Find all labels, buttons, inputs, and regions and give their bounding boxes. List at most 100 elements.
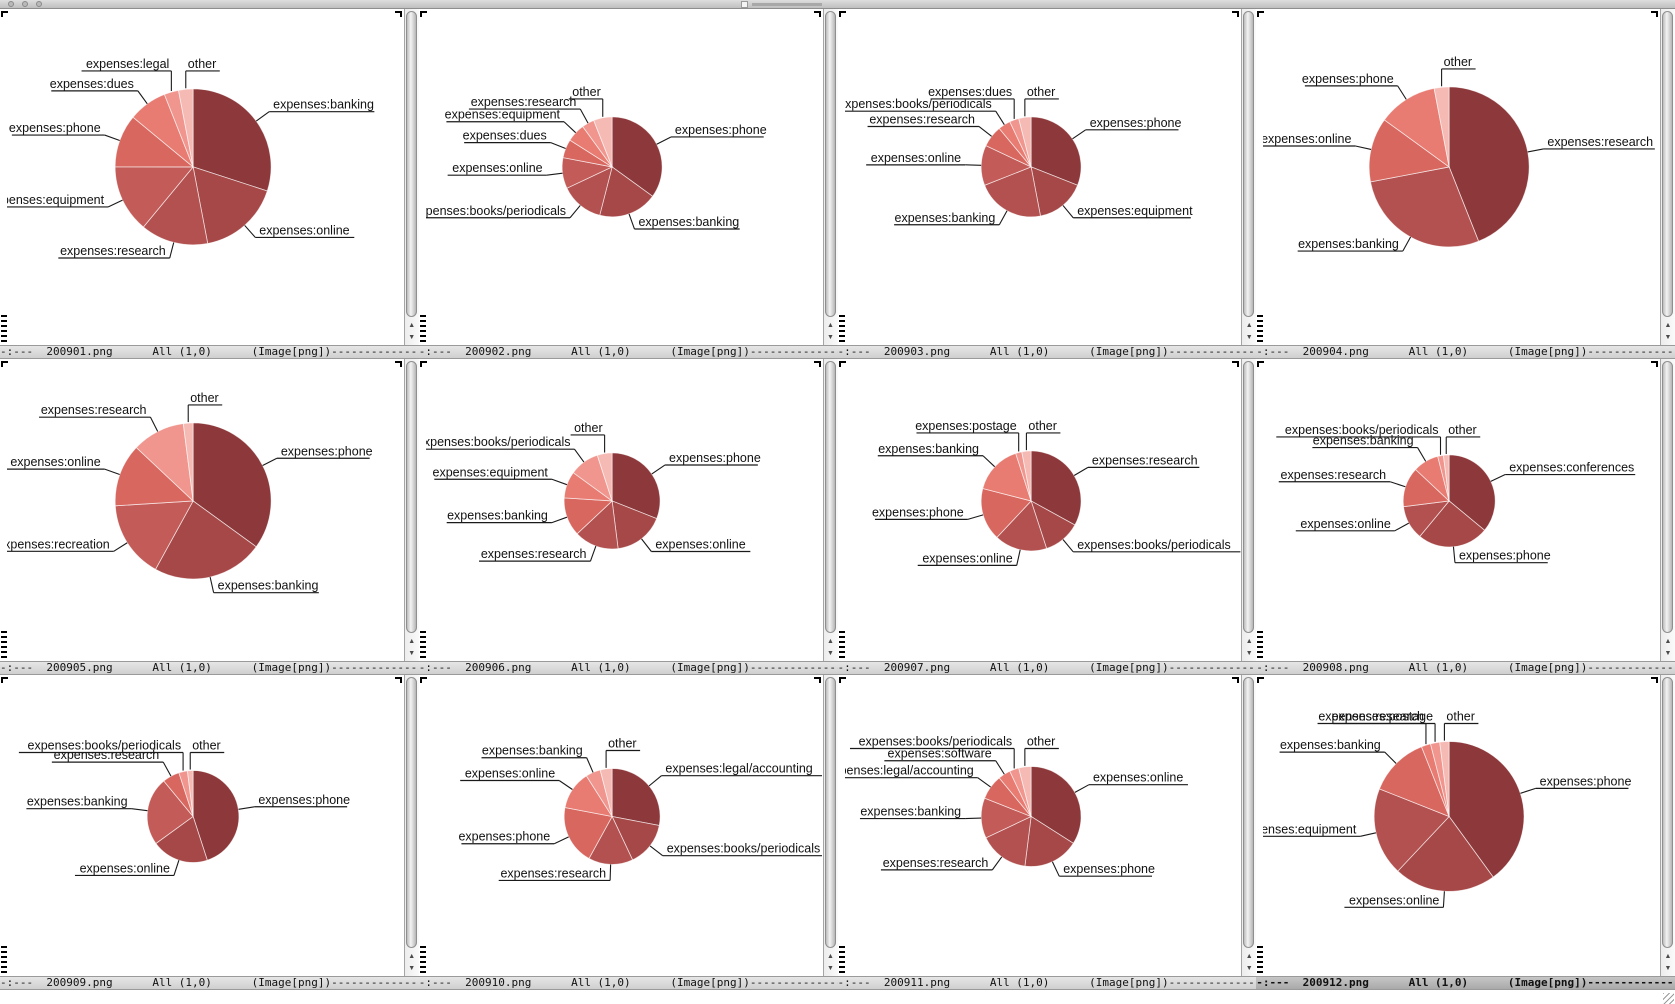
- scrollbar-thumb[interactable]: [1662, 677, 1673, 948]
- scrollbar-thumb[interactable]: [1243, 361, 1255, 633]
- pie-chart-image[interactable]: expenses:phone expenses:online expenses:eq…: [1263, 675, 1659, 976]
- scroll-down-button[interactable]: ▼: [1664, 965, 1672, 972]
- scroll-up-button[interactable]: ▲: [827, 322, 834, 329]
- vertical-scrollbar[interactable]: ▲ ▼: [1241, 9, 1257, 345]
- vertical-scrollbar[interactable]: ▲ ▼: [1241, 675, 1257, 976]
- modeline-200904.png[interactable]: -:--- 200904.png All (1,0) (Image[png])-…: [1256, 345, 1675, 359]
- scroll-down-button[interactable]: ▼: [1664, 334, 1672, 341]
- vertical-scrollbar[interactable]: ▲ ▼: [822, 359, 838, 661]
- image-window-200911.png[interactable]: expenses:online expenses:phone expenses:re…: [837, 675, 1257, 976]
- vertical-scrollbar[interactable]: ▲ ▼: [1241, 359, 1257, 661]
- scroll-down-button[interactable]: ▼: [1245, 650, 1253, 657]
- scrollbar-thumb[interactable]: [1662, 11, 1673, 317]
- pie-chart-image[interactable]: expenses:phone expenses:online expenses:re…: [425, 359, 822, 661]
- vertical-scrollbar[interactable]: ▲ ▼: [1660, 675, 1675, 976]
- slice-label: expenses:books/periodicals: [858, 734, 1012, 748]
- scroll-down-button[interactable]: ▼: [408, 650, 416, 657]
- image-window-200906.png[interactable]: expenses:phone expenses:online expenses:re…: [418, 359, 838, 661]
- scroll-down-button[interactable]: ▼: [408, 965, 416, 972]
- minimize-button[interactable]: [22, 1, 28, 7]
- scroll-up-button[interactable]: ▲: [827, 953, 834, 960]
- scrollbar-thumb[interactable]: [405, 361, 417, 633]
- pie-chart-image[interactable]: expenses:research expenses:books/periodic…: [845, 359, 1241, 661]
- scrollbar-thumb[interactable]: [824, 677, 836, 948]
- pie-chart-image[interactable]: expenses:phone expenses:equipment expenses…: [844, 9, 1241, 345]
- image-window-200902.png[interactable]: expenses:phone expenses:banking expenses:b…: [418, 9, 838, 345]
- image-window-200907.png[interactable]: expenses:research expenses:books/periodic…: [837, 359, 1257, 661]
- scrollbar-thumb[interactable]: [1243, 11, 1255, 317]
- pie-chart-image[interactable]: expenses:phone expenses:online expenses:ba…: [7, 675, 403, 976]
- vertical-scrollbar[interactable]: ▲ ▼: [822, 675, 838, 976]
- vertical-scrollbar[interactable]: ▲ ▼: [1660, 359, 1675, 661]
- image-window-200905.png[interactable]: expenses:phone expenses:banking expenses:r…: [0, 359, 419, 661]
- modeline-200910.png[interactable]: -:--- 200910.png All (1,0) (Image[png])-…: [418, 976, 838, 990]
- image-window-200901.png[interactable]: expenses:banking expenses:online expenses:…: [0, 9, 419, 345]
- pie-slice: [598, 166, 653, 218]
- scrollbar-thumb[interactable]: [1662, 361, 1673, 633]
- modeline-200905.png[interactable]: -:--- 200905.png All (1,0) (Image[png])-…: [0, 661, 419, 675]
- vertical-scrollbar[interactable]: ▲ ▼: [403, 675, 419, 976]
- modeline-200902.png[interactable]: -:--- 200902.png All (1,0) (Image[png])-…: [418, 345, 838, 359]
- scroll-down-button[interactable]: ▼: [1245, 965, 1253, 972]
- resize-grip-icon[interactable]: [1663, 993, 1674, 1004]
- scrollbar-thumb[interactable]: [405, 11, 417, 317]
- scroll-down-button[interactable]: ▼: [827, 334, 834, 341]
- scroll-up-button[interactable]: ▲: [1245, 322, 1253, 329]
- modeline-200912.png[interactable]: -:--- 200912.png All (1,0) (Image[png])-…: [1256, 976, 1675, 990]
- label-leader-line: [104, 468, 120, 476]
- scroll-up-button[interactable]: ▲: [408, 322, 416, 329]
- pie-chart-image[interactable]: expenses:legal/accounting expenses:books/…: [426, 675, 822, 976]
- pie-chart-image[interactable]: expenses:conferences expenses:phone expens…: [1263, 359, 1659, 661]
- pie-chart-image[interactable]: expenses:online expenses:phone expenses:re…: [844, 675, 1241, 976]
- scroll-up-button[interactable]: ▲: [1245, 953, 1253, 960]
- image-window-200912.png[interactable]: expenses:phone expenses:online expenses:eq…: [1256, 675, 1675, 976]
- image-window-200910.png[interactable]: expenses:legal/accounting expenses:books/…: [418, 675, 838, 976]
- scroll-down-button[interactable]: ▼: [408, 334, 416, 341]
- image-window-200909.png[interactable]: expenses:phone expenses:online expenses:ba…: [0, 675, 419, 976]
- scroll-up-button[interactable]: ▲: [408, 638, 416, 645]
- minibuffer[interactable]: Type C-c C-c to view as text.: [0, 990, 1675, 1004]
- pie-chart-image[interactable]: expenses:banking expenses:online expenses:…: [7, 9, 403, 345]
- slice-label: expenses:recreation: [7, 537, 110, 551]
- scroll-up-button[interactable]: ▲: [827, 638, 834, 645]
- modeline-200907.png[interactable]: -:--- 200907.png All (1,0) (Image[png])-…: [837, 661, 1257, 675]
- scroll-down-button[interactable]: ▼: [1664, 650, 1672, 657]
- zoom-button[interactable]: [36, 1, 42, 7]
- modeline-200911.png[interactable]: -:--- 200911.png All (1,0) (Image[png])-…: [837, 976, 1257, 990]
- scroll-up-button[interactable]: ▲: [1245, 638, 1253, 645]
- slice-label: other: [574, 421, 603, 435]
- image-window-200903.png[interactable]: expenses:phone expenses:equipment expenses…: [837, 9, 1257, 345]
- image-window-200908.png[interactable]: expenses:conferences expenses:phone expens…: [1256, 359, 1675, 661]
- modeline-200908.png[interactable]: -:--- 200908.png All (1,0) (Image[png])-…: [1256, 661, 1675, 675]
- scroll-down-button[interactable]: ▼: [827, 650, 834, 657]
- scroll-up-button[interactable]: ▲: [1664, 322, 1672, 329]
- pie-slice: [611, 500, 657, 550]
- scroll-down-button[interactable]: ▼: [827, 965, 834, 972]
- scroll-up-button[interactable]: ▲: [1664, 638, 1672, 645]
- image-window-200904.png[interactable]: expenses:research expenses:banking expense…: [1256, 9, 1675, 345]
- scroll-down-button[interactable]: ▼: [1245, 334, 1253, 341]
- scrollbar-thumb[interactable]: [824, 11, 836, 317]
- label-leader-line: [589, 545, 597, 562]
- pie-chart-image[interactable]: expenses:phone expenses:banking expenses:b…: [425, 9, 822, 345]
- close-button[interactable]: [8, 1, 14, 7]
- label-leader-line: [1062, 205, 1074, 219]
- vertical-scrollbar[interactable]: ▲ ▼: [822, 9, 838, 345]
- modeline-200906.png[interactable]: -:--- 200906.png All (1,0) (Image[png])-…: [418, 661, 838, 675]
- slice-label: expenses:books/periodicals: [1077, 538, 1231, 552]
- scrollbar-thumb[interactable]: [824, 361, 836, 633]
- scroll-up-button[interactable]: ▲: [1664, 953, 1672, 960]
- slice-label: other: [1447, 709, 1476, 723]
- modeline-200909.png[interactable]: -:--- 200909.png All (1,0) (Image[png])-…: [0, 976, 419, 990]
- scrollbar-thumb[interactable]: [1243, 677, 1255, 948]
- vertical-scrollbar[interactable]: ▲ ▼: [403, 359, 419, 661]
- modeline-200903.png[interactable]: -:--- 200903.png All (1,0) (Image[png])-…: [837, 345, 1257, 359]
- vertical-scrollbar[interactable]: ▲ ▼: [1660, 9, 1675, 345]
- pie-chart-image[interactable]: expenses:research expenses:banking expense…: [1263, 9, 1659, 345]
- vertical-scrollbar[interactable]: ▲ ▼: [403, 9, 419, 345]
- modeline-200901.png[interactable]: -:--- 200901.png All (1,0) (Image[png])-…: [0, 345, 419, 359]
- window-titlebar[interactable]: [0, 0, 1675, 9]
- pie-chart-image[interactable]: expenses:phone expenses:banking expenses:r…: [7, 359, 403, 661]
- scrollbar-thumb[interactable]: [405, 677, 417, 948]
- scroll-up-button[interactable]: ▲: [408, 953, 416, 960]
